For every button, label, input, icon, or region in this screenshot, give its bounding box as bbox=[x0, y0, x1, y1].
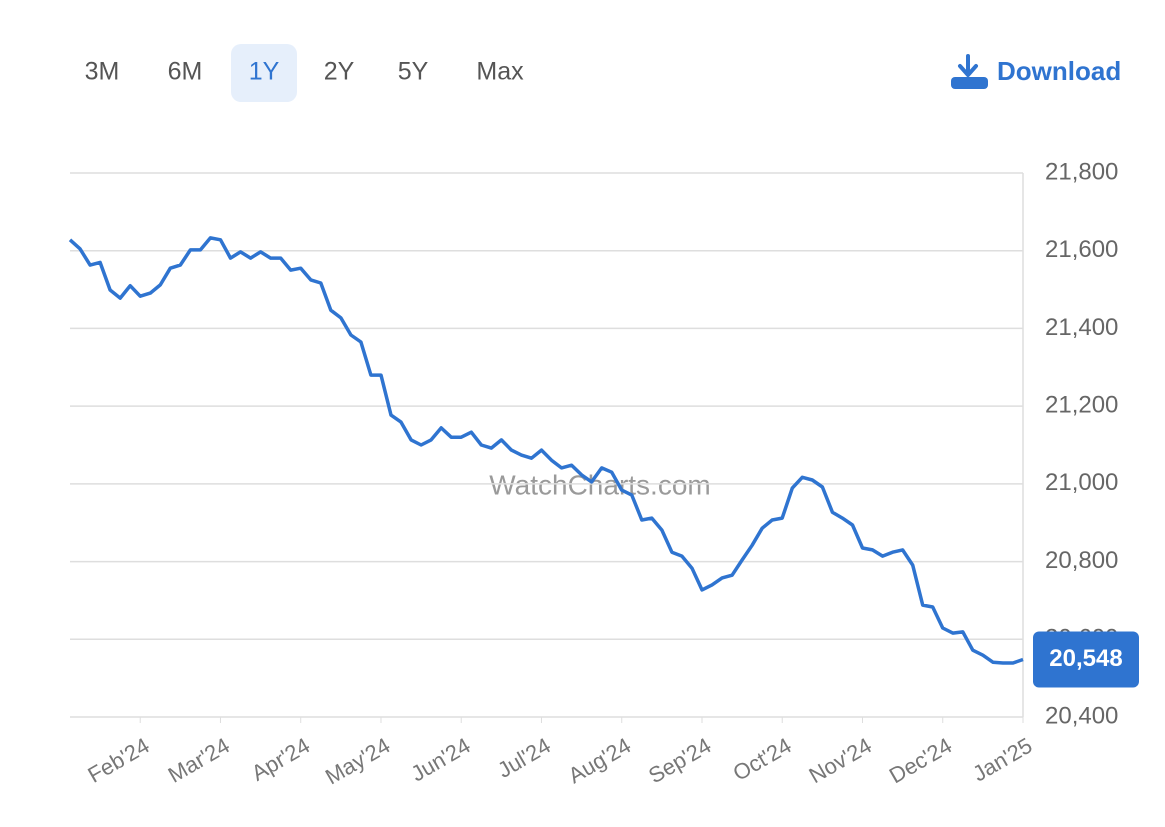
range-button-bg[interactable] bbox=[231, 44, 297, 102]
x-tick-label: Mar'24 bbox=[164, 733, 234, 788]
x-tick-label: Oct'24 bbox=[729, 733, 796, 786]
download-tray bbox=[951, 77, 988, 89]
download-button[interactable]: Download bbox=[951, 54, 1121, 89]
range-button[interactable]: 3M bbox=[85, 58, 120, 86]
download-label[interactable]: Download bbox=[997, 56, 1121, 86]
price-line bbox=[68, 236, 1024, 665]
range-button[interactable]: 6M bbox=[168, 58, 203, 86]
x-tick-label: Apr'24 bbox=[247, 733, 314, 786]
x-tick-label: Aug'24 bbox=[564, 733, 635, 789]
current-value-badge bbox=[1033, 631, 1139, 688]
x-tick-label: Feb'24 bbox=[83, 733, 153, 788]
x-tick-label: May'24 bbox=[321, 733, 394, 790]
range-button[interactable]: 5Y bbox=[398, 58, 429, 86]
y-tick-label: 21,800 bbox=[1045, 158, 1118, 185]
x-tick-label: Jul'24 bbox=[493, 733, 555, 783]
range-button[interactable]: 2Y bbox=[324, 58, 355, 86]
x-tick-label: Sep'24 bbox=[644, 733, 715, 789]
y-tick-label: 20,800 bbox=[1045, 547, 1118, 574]
y-tick-label: 21,200 bbox=[1045, 391, 1118, 418]
range-button[interactable]: Max bbox=[476, 58, 524, 86]
watermark: WatchCharts.com bbox=[489, 469, 710, 500]
current-value-label: 20,548 bbox=[1049, 645, 1122, 672]
y-tick-label: 21,400 bbox=[1045, 314, 1118, 341]
range-button[interactable]: 1Y bbox=[249, 58, 280, 86]
x-tick-label: Nov'24 bbox=[805, 733, 876, 789]
x-tick-label: Jan'25 bbox=[968, 733, 1036, 787]
y-tick-label: 21,000 bbox=[1045, 469, 1118, 496]
download-icon bbox=[958, 54, 978, 77]
y-tick-label: 20,400 bbox=[1045, 702, 1118, 729]
x-tick-label: Dec'24 bbox=[885, 733, 956, 789]
y-tick-label: 21,600 bbox=[1045, 236, 1118, 263]
x-tick-label: Jun'24 bbox=[407, 733, 475, 787]
